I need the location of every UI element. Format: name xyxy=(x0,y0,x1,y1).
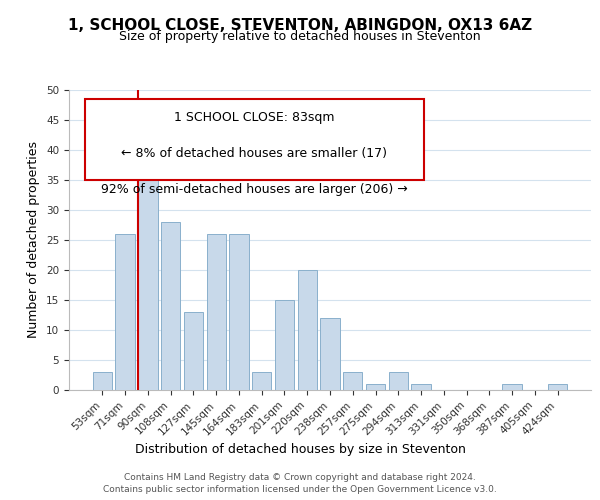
Bar xyxy=(389,372,408,390)
Bar xyxy=(548,384,567,390)
Bar xyxy=(229,234,248,390)
Bar xyxy=(343,372,362,390)
Text: Contains HM Land Registry data © Crown copyright and database right 2024.: Contains HM Land Registry data © Crown c… xyxy=(124,472,476,482)
FancyBboxPatch shape xyxy=(85,99,424,180)
Y-axis label: Number of detached properties: Number of detached properties xyxy=(28,142,40,338)
Bar xyxy=(161,222,181,390)
Bar xyxy=(138,138,158,390)
Bar xyxy=(184,312,203,390)
Text: 1, SCHOOL CLOSE, STEVENTON, ABINGDON, OX13 6AZ: 1, SCHOOL CLOSE, STEVENTON, ABINGDON, OX… xyxy=(68,18,532,32)
Text: 1 SCHOOL CLOSE: 83sqm: 1 SCHOOL CLOSE: 83sqm xyxy=(174,111,335,124)
Bar xyxy=(206,234,226,390)
Bar xyxy=(298,270,317,390)
Bar xyxy=(115,234,135,390)
Text: Size of property relative to detached houses in Steventon: Size of property relative to detached ho… xyxy=(119,30,481,43)
Bar xyxy=(320,318,340,390)
Text: Distribution of detached houses by size in Steventon: Distribution of detached houses by size … xyxy=(134,442,466,456)
Text: Contains public sector information licensed under the Open Government Licence v3: Contains public sector information licen… xyxy=(103,485,497,494)
Bar xyxy=(502,384,522,390)
Bar xyxy=(412,384,431,390)
Text: ← 8% of detached houses are smaller (17): ← 8% of detached houses are smaller (17) xyxy=(121,147,388,160)
Bar xyxy=(252,372,271,390)
Bar xyxy=(93,372,112,390)
Text: 92% of semi-detached houses are larger (206) →: 92% of semi-detached houses are larger (… xyxy=(101,183,407,196)
Bar xyxy=(366,384,385,390)
Bar xyxy=(275,300,294,390)
